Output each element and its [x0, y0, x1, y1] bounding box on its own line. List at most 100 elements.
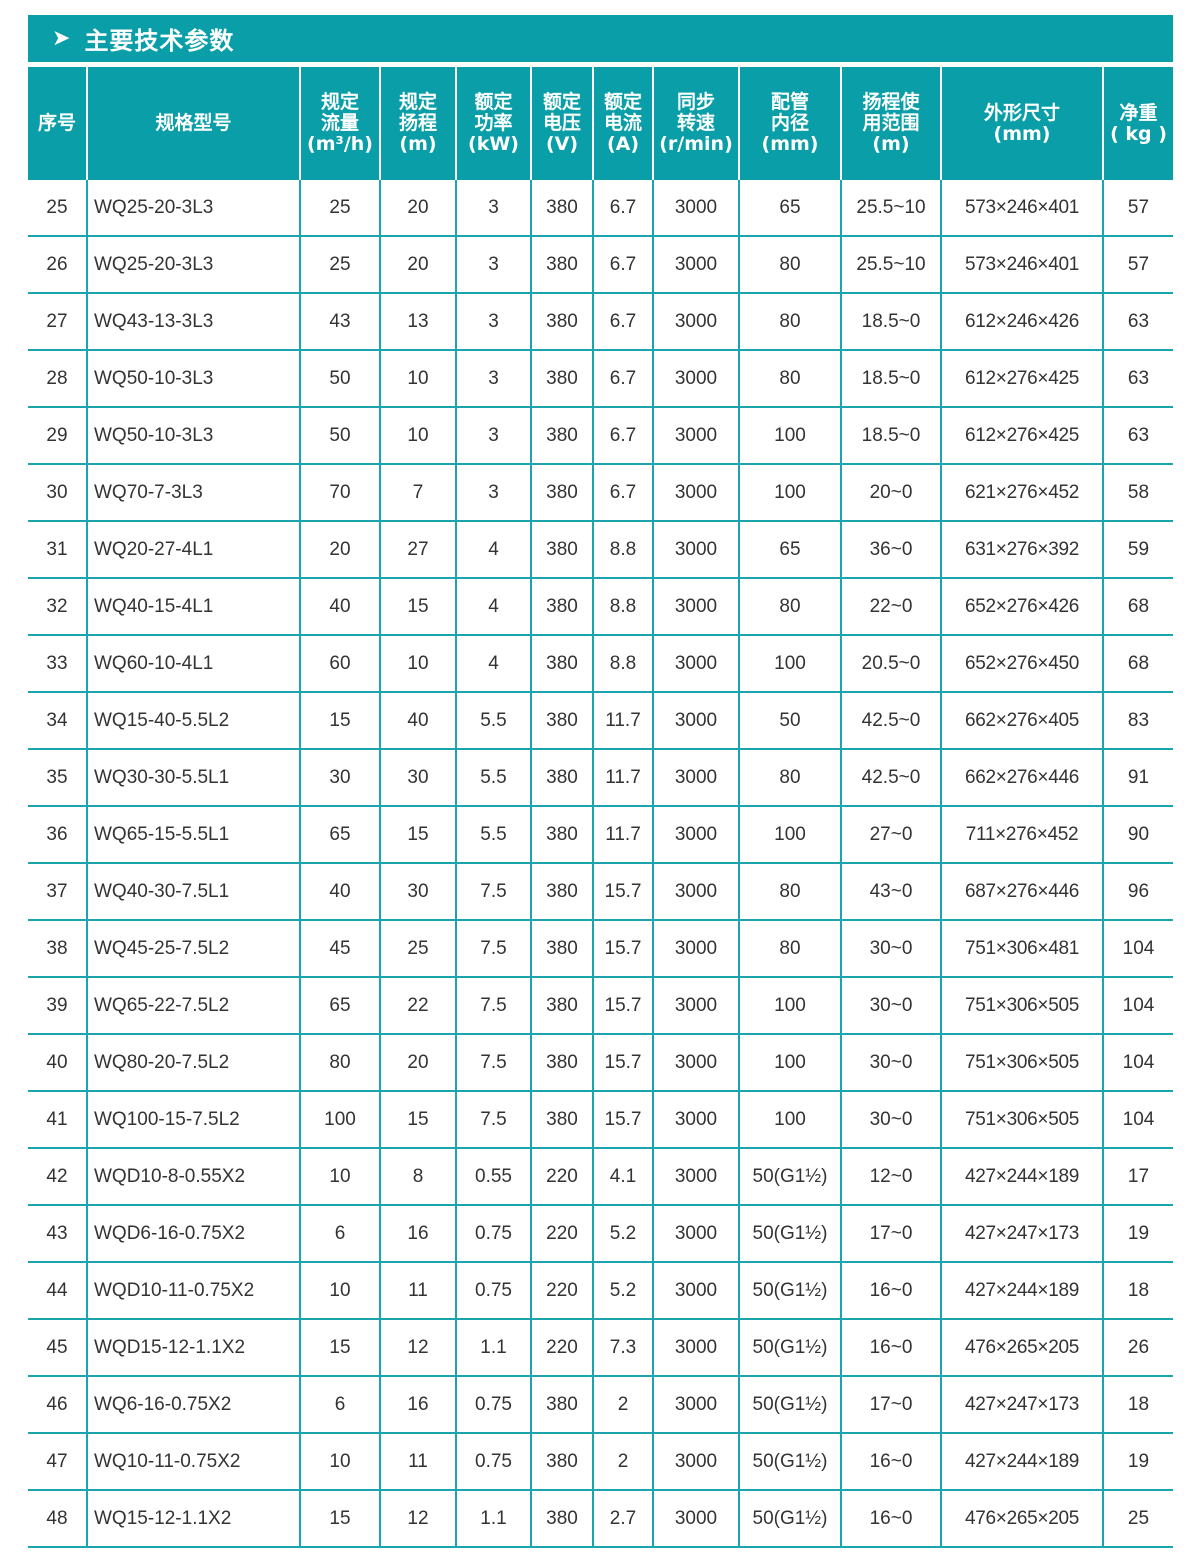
cell-voltage: 380	[530, 236, 593, 294]
cell-model: WQ80-20-7.5L2	[86, 1034, 300, 1092]
table-row: 29 WQ50-10-3L3 50 10 3 380 6.7 3000 100 18.5~0 612…	[28, 407, 1173, 465]
cell-seq: 40	[28, 1034, 87, 1092]
cell-head-range: 42.5~0	[840, 749, 941, 807]
header-line: 转速	[676, 112, 715, 134]
cell-dimensions: 711×276×452	[940, 806, 1103, 864]
column-header-dimensions: 外形尺寸 (mm)	[940, 67, 1103, 180]
table-row: 42 WQD10-8-0.55X2 10 8 0.55 220 4.1 3000 50(G1½)…	[28, 1148, 1173, 1206]
header-line: (r/min)	[659, 133, 733, 155]
cell-head-range: 17~0	[840, 1376, 941, 1434]
cell-head: 11	[379, 1433, 456, 1491]
cell-seq: 45	[28, 1319, 87, 1377]
cell-pipe-diameter: 80	[738, 749, 841, 807]
cell-head-range: 36~0	[840, 521, 941, 579]
cell-power: 4	[455, 635, 531, 693]
header-line: ( kg )	[1110, 122, 1167, 145]
cell-current: 6.7	[592, 293, 653, 351]
cell-speed: 3000	[652, 863, 739, 921]
cell-current: 15.7	[592, 1034, 653, 1092]
cell-current: 6.7	[592, 407, 653, 465]
cell-voltage: 380	[530, 180, 593, 237]
cell-weight: 26	[1102, 1319, 1173, 1377]
cell-power: 3	[455, 464, 531, 522]
table-row: 45 WQD15-12-1.1X2 15 12 1.1 220 7.3 3000 50(G1½)…	[28, 1319, 1173, 1377]
cell-seq: 44	[28, 1262, 87, 1320]
cell-weight: 25	[1102, 1490, 1173, 1548]
cell-head: 15	[379, 1091, 456, 1149]
cell-pipe-diameter: 80	[738, 236, 841, 294]
cell-pipe-diameter: 80	[738, 578, 841, 636]
cell-model: WQ25-20-3L3	[86, 236, 300, 294]
header-line: 额定	[603, 91, 642, 113]
cell-pipe-diameter: 50(G1½)	[738, 1205, 841, 1263]
cell-seq: 48	[28, 1490, 87, 1548]
cell-pipe-diameter: 50(G1½)	[738, 1490, 841, 1548]
cell-speed: 3000	[652, 293, 739, 351]
column-header-head: 规定 扬程 (m)	[379, 67, 456, 180]
cell-current: 7.3	[592, 1319, 653, 1377]
cell-head: 22	[379, 977, 456, 1035]
cell-model: WQ65-22-7.5L2	[86, 977, 300, 1035]
cell-weight: 18	[1102, 1376, 1173, 1434]
cell-dimensions: 476×265×205	[940, 1319, 1103, 1377]
cell-voltage: 380	[530, 578, 593, 636]
cell-voltage: 380	[530, 749, 593, 807]
cell-speed: 3000	[652, 1319, 739, 1377]
cell-flow: 25	[299, 236, 380, 294]
cell-seq: 34	[28, 692, 87, 750]
cell-dimensions: 662×276×405	[940, 692, 1103, 750]
table-row: 46 WQ6-16-0.75X2 6 16 0.75 380 2 3000 50(G1½) 17~…	[28, 1376, 1173, 1434]
cell-model: WQD10-8-0.55X2	[86, 1148, 300, 1206]
cell-head-range: 16~0	[840, 1262, 941, 1320]
section-title: 主要技术参数	[84, 27, 235, 55]
header-line: 同步	[676, 91, 715, 113]
column-header-power: 额定 功率 (kW)	[455, 67, 531, 180]
cell-current: 2.7	[592, 1490, 653, 1548]
cell-head: 30	[379, 749, 456, 807]
column-header-flow: 规定 流量 (m³/h)	[299, 67, 380, 180]
cell-head: 30	[379, 863, 456, 921]
table-row: 36 WQ65-15-5.5L1 65 15 5.5 380 11.7 3000 100 27~0…	[28, 806, 1173, 864]
column-header-current: 额定 电流 (A)	[592, 67, 653, 180]
header-line: 电流	[603, 112, 642, 134]
header-line: 额定	[542, 91, 581, 113]
header-line: 配管	[770, 91, 809, 113]
table-row: 27 WQ43-13-3L3 43 13 3 380 6.7 3000 80 18.5~0 612×…	[28, 293, 1173, 351]
cell-head: 40	[379, 692, 456, 750]
header-line: (m³/h)	[307, 133, 373, 155]
cell-current: 8.8	[592, 578, 653, 636]
cell-pipe-diameter: 80	[738, 293, 841, 351]
cell-speed: 3000	[652, 180, 739, 237]
header-line: 内径	[770, 112, 809, 134]
cell-voltage: 380	[530, 293, 593, 351]
cell-weight: 59	[1102, 521, 1173, 579]
cell-seq: 27	[28, 293, 87, 351]
cell-head: 11	[379, 1262, 456, 1320]
cell-current: 11.7	[592, 692, 653, 750]
header-line: (kW)	[468, 133, 519, 155]
cell-head-range: 20.5~0	[840, 635, 941, 693]
cell-head-range: 17~0	[840, 1205, 941, 1263]
cell-pipe-diameter: 100	[738, 464, 841, 522]
table-row: 32 WQ40-15-4L1 40 15 4 380 8.8 3000 80 22~0 652×27…	[28, 578, 1173, 636]
cell-current: 4.1	[592, 1148, 653, 1206]
cell-model: WQ40-15-4L1	[86, 578, 300, 636]
cell-voltage: 380	[530, 863, 593, 921]
cell-model: WQ20-27-4L1	[86, 521, 300, 579]
cell-weight: 104	[1102, 1091, 1173, 1149]
cell-voltage: 380	[530, 1490, 593, 1548]
header-line: (A)	[606, 133, 640, 155]
cell-dimensions: 573×246×401	[940, 180, 1103, 237]
cell-dimensions: 427×244×189	[940, 1148, 1103, 1206]
chevron-right-icon: ➤	[52, 26, 71, 51]
cell-head-range: 25.5~10	[840, 236, 941, 294]
cell-model: WQ6-16-0.75X2	[86, 1376, 300, 1434]
cell-head: 10	[379, 407, 456, 465]
header-line: (m)	[399, 133, 437, 155]
cell-weight: 18	[1102, 1262, 1173, 1320]
cell-head: 20	[379, 180, 456, 237]
header-line: 规格型号	[155, 112, 232, 134]
cell-power: 0.75	[455, 1433, 531, 1491]
cell-power: 5.5	[455, 749, 531, 807]
cell-dimensions: 621×276×452	[940, 464, 1103, 522]
